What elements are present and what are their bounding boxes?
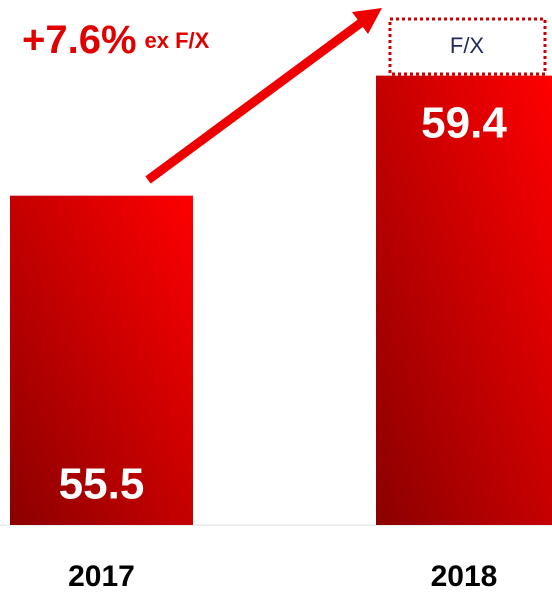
growth-note: ex F/X bbox=[145, 28, 210, 53]
growth-annotation: +7.6% ex F/X bbox=[22, 18, 210, 62]
x-tick-label: 2017 bbox=[68, 560, 135, 593]
bar bbox=[376, 75, 552, 525]
fx-box bbox=[388, 17, 547, 76]
growth-arrow bbox=[145, 18, 365, 184]
value-label: 55.5 bbox=[59, 460, 145, 509]
growth-value: +7.6% bbox=[22, 18, 137, 62]
arrow-head bbox=[352, 8, 382, 34]
value-label: 59.4 bbox=[421, 98, 507, 147]
bar bbox=[10, 195, 193, 525]
x-tick-label: 2018 bbox=[431, 560, 498, 593]
fx-label: F/X bbox=[450, 33, 485, 58]
